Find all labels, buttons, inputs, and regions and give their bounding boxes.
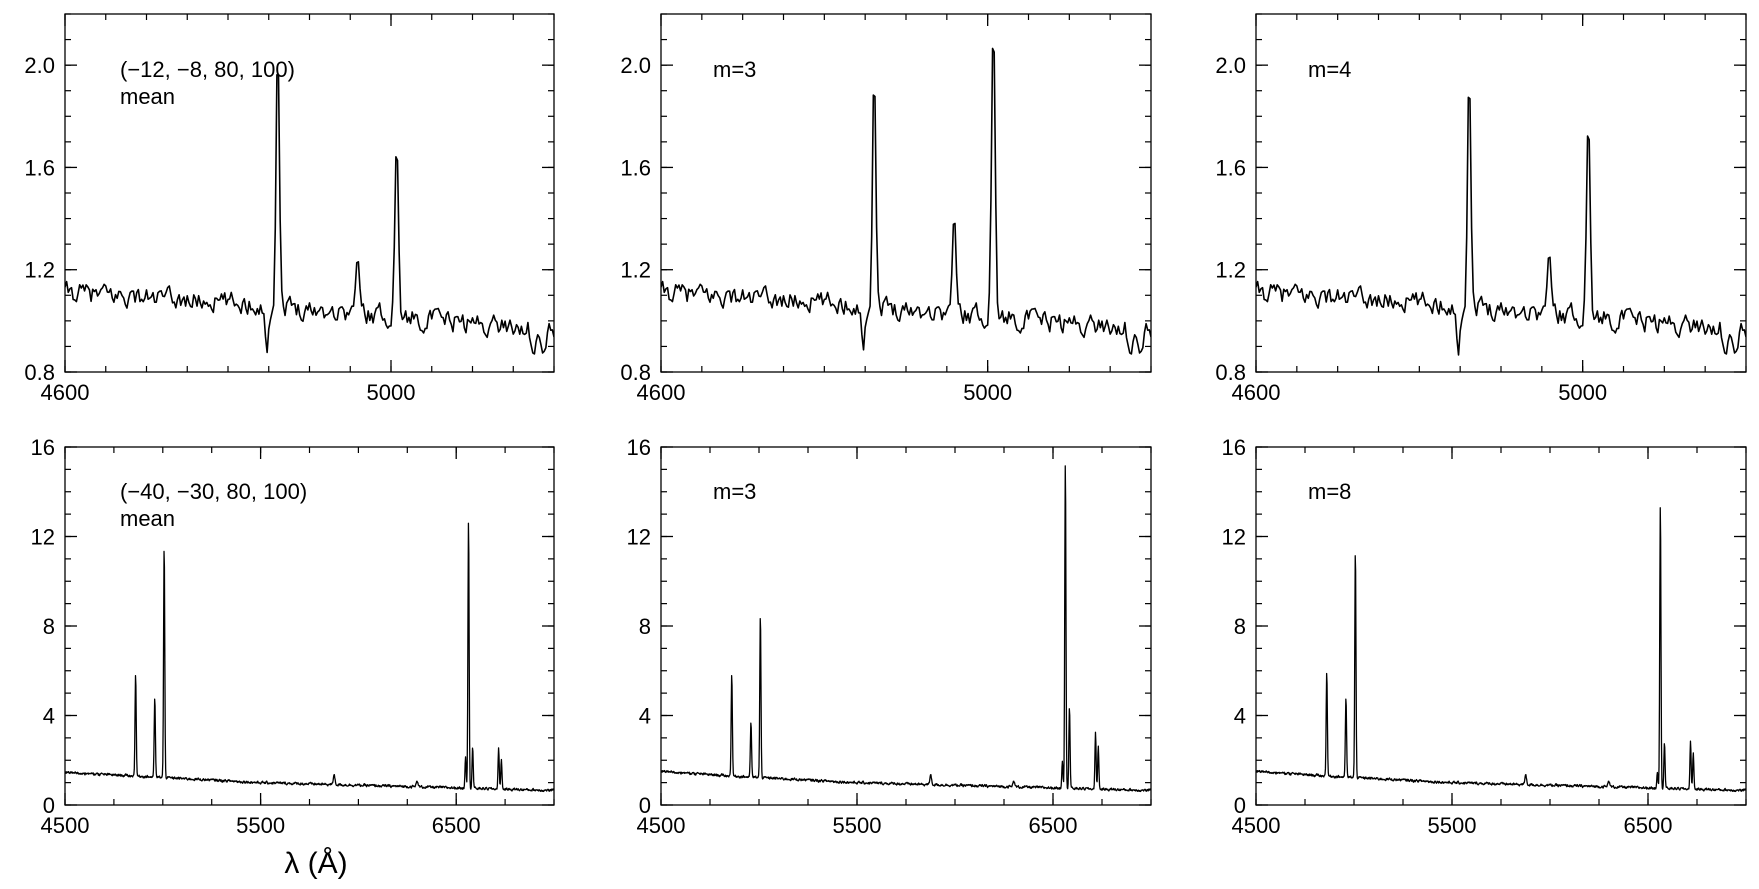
y-tick-label: 1.6	[24, 155, 55, 180]
y-tick-label: 8	[639, 614, 651, 639]
spectrum-line	[661, 47, 1151, 355]
spectrum-line	[65, 73, 554, 355]
panel-6: 4500 5500 6500 0 4 8 12 16 m=8	[1222, 435, 1747, 838]
x-tick-label: 6500	[1029, 813, 1078, 838]
panel-5: 4500 5500 6500 0 4 8 12 16 m=3	[627, 435, 1152, 838]
x-tick-label: 5500	[1428, 813, 1477, 838]
y-tick-label: 0	[1234, 793, 1246, 818]
panel-annotation: mean	[120, 506, 175, 531]
spectrum-line	[1256, 96, 1746, 356]
panel-annotation: m=3	[713, 57, 756, 82]
panel-annotation: m=8	[1308, 479, 1351, 504]
y-tick-label: 0.8	[620, 360, 651, 385]
x-tick-label: 4500	[637, 813, 686, 838]
y-tick-label: 1.6	[1215, 155, 1246, 180]
panel-annotation: (−40, −30, 80, 100)	[120, 479, 307, 504]
x-tick-label: 4500	[41, 813, 90, 838]
x-axis-label: λ (Å)	[284, 847, 347, 880]
y-tick-label: 1.6	[620, 155, 651, 180]
y-tick-label: 16	[1222, 435, 1246, 460]
x-tick-label: 5500	[236, 813, 285, 838]
y-tick-label: 4	[639, 704, 651, 729]
y-tick-label: 2.0	[620, 53, 651, 78]
spectrum-line	[1256, 507, 1746, 793]
y-tick-label: 12	[31, 525, 55, 550]
panel-1: 4600 5000 0.8 1.2 1.6 2.0 (−12, −8, 80, 100)me…	[24, 13, 555, 405]
panel-annotation: (−12, −8, 80, 100)	[120, 57, 295, 82]
y-tick-label: 0.8	[1215, 360, 1246, 385]
y-tick-label: 8	[43, 614, 55, 639]
panel-3: 4600 5000 0.8 1.2 1.6 2.0 m=4	[1215, 13, 1747, 405]
y-tick-label: 8	[1234, 614, 1246, 639]
y-tick-label: 4	[43, 704, 55, 729]
panel-annotation: m=4	[1308, 57, 1351, 82]
y-tick-label: 1.2	[24, 258, 55, 283]
panel-annotation: mean	[120, 84, 175, 109]
y-tick-label: 0	[639, 793, 651, 818]
y-tick-label: 0	[43, 793, 55, 818]
y-tick-label: 12	[627, 525, 651, 550]
panel-2: 4600 5000 0.8 1.2 1.6 2.0 m=3	[620, 13, 1152, 405]
y-tick-label: 12	[1222, 525, 1246, 550]
y-tick-label: 16	[627, 435, 651, 460]
x-tick-label: 6500	[432, 813, 481, 838]
y-tick-label: 2.0	[24, 53, 55, 78]
y-tick-label: 1.2	[620, 258, 651, 283]
y-tick-label: 16	[31, 435, 55, 460]
spectrum-line	[65, 522, 554, 793]
x-tick-label: 4600	[1232, 380, 1281, 405]
x-tick-label: 5000	[1558, 380, 1607, 405]
y-tick-label: 0.8	[24, 360, 55, 385]
x-tick-label: 4600	[637, 380, 686, 405]
panel-annotation: m=3	[713, 479, 756, 504]
x-tick-label: 5000	[367, 380, 416, 405]
x-tick-label: 6500	[1624, 813, 1673, 838]
x-tick-label: 5500	[833, 813, 882, 838]
panel-4: 4500 5500 6500 0 4 8 12 16 (−40, −30, 80, 100)me…	[31, 435, 555, 838]
y-tick-label: 2.0	[1215, 53, 1246, 78]
x-tick-label: 4500	[1232, 813, 1281, 838]
y-tick-label: 1.2	[1215, 258, 1246, 283]
y-tick-label: 4	[1234, 704, 1246, 729]
x-tick-label: 5000	[963, 380, 1012, 405]
spectrum-line	[661, 465, 1151, 793]
x-tick-label: 4600	[41, 380, 90, 405]
